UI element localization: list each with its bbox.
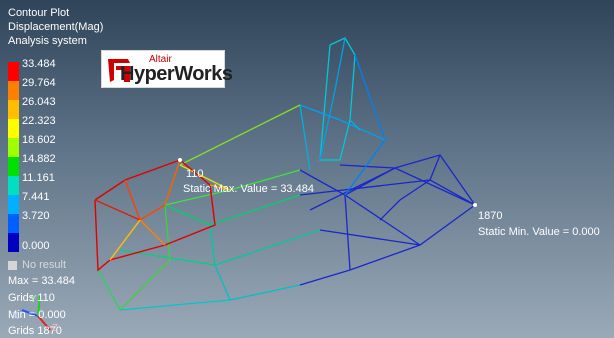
max-grid-label: Grids 110: [8, 292, 55, 304]
result-type-label: Displacement(Mag): [8, 21, 104, 33]
no-result-label: No result: [22, 259, 67, 271]
legend-value: 3.720: [22, 210, 50, 222]
min-node-marker: [473, 203, 477, 207]
legend-swatch: [8, 100, 19, 119]
z-axis-label: Z: [52, 323, 59, 334]
logo-small-text: Altair: [149, 54, 172, 65]
legend-value: 18.602: [22, 134, 56, 146]
max-value-label: Max = 33.484: [8, 275, 75, 287]
legend-value: 11.161: [22, 172, 55, 184]
min-annotation: Static Min. Value = 0.000: [478, 226, 600, 238]
legend-value: 29.764: [22, 77, 56, 89]
legend-value: 22.323: [22, 115, 56, 127]
legend-swatch: [8, 176, 19, 195]
plot-type-label: Contour Plot: [8, 7, 70, 19]
legend-swatch: [8, 233, 19, 252]
contour-legend: 33.484 29.764 26.043 22.323 18.602 14.88…: [8, 58, 98, 252]
legend-value: 7.441: [22, 191, 50, 203]
max-node-id: 110: [186, 168, 204, 180]
max-node-marker: [178, 158, 182, 162]
legend-swatch: [8, 119, 19, 138]
min-value-label: Min = 0.000: [8, 309, 66, 321]
legend-value: 0.000: [22, 240, 50, 252]
logo-big-text: HyperWorks: [120, 63, 233, 85]
legend-value: 14.882: [22, 153, 56, 165]
axis-triad: [21, 295, 51, 331]
legend-swatch: [8, 157, 19, 176]
analysis-system-label: Analysis system: [8, 35, 87, 47]
legend-swatch: [8, 62, 19, 81]
x-axis-label: X: [12, 311, 19, 322]
legend-swatch: [8, 214, 19, 233]
legend-value: 33.484: [22, 58, 56, 70]
min-grid-label: Grids 1870: [8, 325, 62, 337]
legend-value: 26.043: [22, 96, 56, 108]
y-axis-label: Y: [30, 294, 37, 305]
no-result-swatch: [8, 261, 17, 270]
legend-swatch: [8, 195, 19, 214]
max-annotation: Static Max. Value = 33.484: [183, 183, 314, 195]
hyperworks-logo: Altair HyperWorks: [101, 50, 233, 88]
altair-logo-icon: [108, 59, 130, 82]
min-node-id: 1870: [478, 210, 503, 222]
legend-swatch: [8, 81, 19, 100]
legend-swatch: [8, 138, 19, 157]
